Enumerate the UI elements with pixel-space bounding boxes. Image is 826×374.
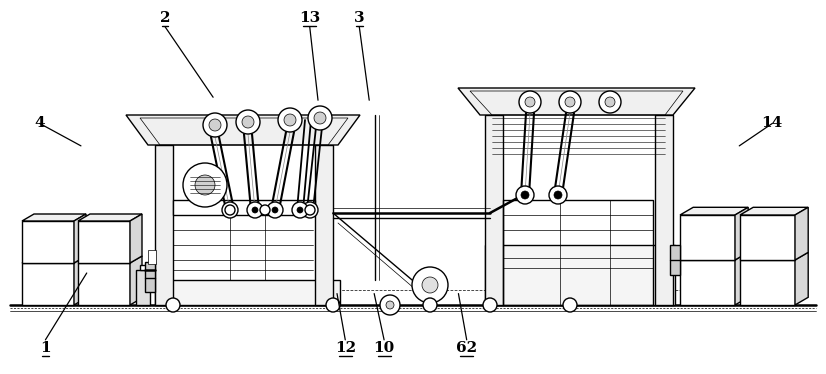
Circle shape <box>599 91 621 113</box>
Text: 3: 3 <box>354 11 364 25</box>
Polygon shape <box>740 252 808 260</box>
Circle shape <box>260 205 270 215</box>
Circle shape <box>516 186 534 204</box>
Circle shape <box>284 114 296 126</box>
Text: 2: 2 <box>160 11 170 25</box>
Bar <box>78 263 130 305</box>
Polygon shape <box>680 252 748 260</box>
Circle shape <box>483 298 497 312</box>
Polygon shape <box>680 207 748 215</box>
Bar <box>136 270 150 305</box>
Circle shape <box>272 207 278 213</box>
Circle shape <box>297 207 303 213</box>
Bar <box>670 245 680 275</box>
Circle shape <box>563 298 577 312</box>
Text: 14: 14 <box>762 116 783 131</box>
Circle shape <box>521 191 529 199</box>
Text: 4: 4 <box>35 116 45 131</box>
Polygon shape <box>795 252 808 305</box>
Text: 13: 13 <box>299 11 320 25</box>
Polygon shape <box>74 214 86 263</box>
Circle shape <box>308 106 332 130</box>
Bar <box>503 200 653 305</box>
Circle shape <box>227 207 233 213</box>
Circle shape <box>519 91 541 113</box>
Bar <box>740 260 795 305</box>
Polygon shape <box>130 214 142 263</box>
Circle shape <box>267 202 283 218</box>
Bar <box>680 215 735 260</box>
Circle shape <box>565 97 575 107</box>
Circle shape <box>422 277 438 293</box>
Circle shape <box>203 113 227 137</box>
Polygon shape <box>78 256 142 263</box>
Circle shape <box>209 119 221 131</box>
Polygon shape <box>22 214 86 221</box>
Bar <box>155 145 173 305</box>
Text: 10: 10 <box>373 341 395 355</box>
Circle shape <box>225 205 235 215</box>
Circle shape <box>305 205 315 215</box>
Bar <box>485 245 675 305</box>
Text: 12: 12 <box>335 341 356 355</box>
Bar <box>78 221 130 263</box>
Circle shape <box>326 298 340 312</box>
Circle shape <box>412 267 448 303</box>
Polygon shape <box>735 252 748 305</box>
Bar <box>22 263 74 305</box>
Circle shape <box>278 108 302 132</box>
Circle shape <box>195 175 215 195</box>
Circle shape <box>386 301 394 309</box>
Polygon shape <box>740 207 808 215</box>
Polygon shape <box>22 256 86 263</box>
Circle shape <box>525 97 535 107</box>
Polygon shape <box>795 207 808 260</box>
Bar <box>22 221 74 263</box>
Polygon shape <box>126 115 360 145</box>
Text: 1: 1 <box>40 341 50 355</box>
Circle shape <box>380 295 400 315</box>
Bar <box>680 260 735 305</box>
Text: 62: 62 <box>456 341 477 355</box>
Circle shape <box>292 202 308 218</box>
Circle shape <box>222 202 238 218</box>
Polygon shape <box>458 88 695 115</box>
Circle shape <box>307 207 313 213</box>
Circle shape <box>242 116 254 128</box>
Bar <box>155 280 340 305</box>
Circle shape <box>183 163 227 207</box>
Circle shape <box>559 91 581 113</box>
Circle shape <box>314 112 326 124</box>
Circle shape <box>247 202 263 218</box>
Circle shape <box>302 202 318 218</box>
Polygon shape <box>130 256 142 305</box>
Bar <box>315 145 333 305</box>
Bar <box>140 265 148 270</box>
Bar <box>148 250 156 264</box>
Polygon shape <box>735 207 748 260</box>
Bar <box>173 200 315 215</box>
Circle shape <box>423 298 437 312</box>
Circle shape <box>554 191 562 199</box>
Polygon shape <box>74 256 86 305</box>
Bar <box>655 115 673 305</box>
Circle shape <box>549 186 567 204</box>
Circle shape <box>605 97 615 107</box>
Bar <box>740 215 795 260</box>
Bar <box>145 262 155 292</box>
Polygon shape <box>78 214 142 221</box>
Circle shape <box>252 207 258 213</box>
Circle shape <box>236 110 260 134</box>
Circle shape <box>166 298 180 312</box>
Bar <box>485 115 503 305</box>
